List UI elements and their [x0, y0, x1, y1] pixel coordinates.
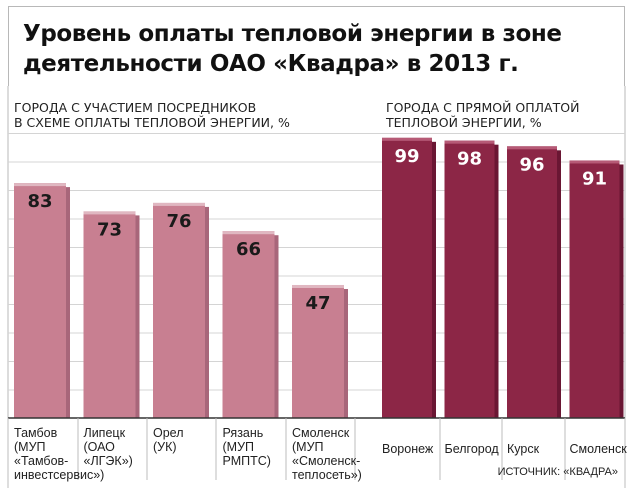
bar-0-4 [292, 284, 344, 418]
category-label-1-3: Смоленск [569, 442, 627, 456]
bar-side-0-2 [205, 206, 209, 418]
bar-top-0-2 [153, 202, 205, 206]
bar-1-3 [569, 160, 620, 418]
category-label-1-2: Курск [507, 442, 540, 456]
bar-value-label-1-1: 98 [457, 149, 482, 170]
bar-value-label-0-0: 83 [27, 191, 52, 212]
bar-side-1-3 [619, 164, 624, 418]
chart-title-line-1: Уровень оплаты тепловой энергии в зоне [23, 21, 562, 47]
title-box: Уровень оплаты тепловой энергии в зоне д… [8, 6, 625, 86]
group-label-intermediaries-line-1: ГОРОДА С УЧАСТИЕМ ПОСРЕДНИКОВ [14, 100, 257, 115]
category-label-0-0: Тамбов (МУП «Тамбов- инвестсервис») [14, 426, 105, 482]
bar-value-label-0-1: 73 [97, 219, 122, 240]
category-label-1-0: Воронеж [382, 442, 434, 456]
bar-top-0-3 [222, 231, 275, 235]
bar-0-3 [222, 231, 275, 418]
source-note: ИСТОЧНИК: «КВАДРА» [497, 466, 618, 478]
bar-top-0-0 [14, 183, 66, 187]
bar-side-1-0 [432, 141, 436, 418]
bar-top-0-1 [83, 211, 136, 215]
bar-value-label-1-2: 96 [519, 154, 544, 175]
bar-0-2 [153, 202, 205, 418]
category-label-0-1: Липецк (ОАО «ЛГЭК») [83, 426, 133, 468]
bar-value-label-0-2: 76 [166, 211, 191, 232]
chart-title-line-2: деятельности ОАО «Квадра» в 2013 г. [23, 51, 519, 77]
bar-1-0 [382, 137, 432, 418]
bar-side-0-0 [66, 187, 70, 418]
bar-1-2 [507, 146, 557, 418]
bar-top-0-4 [292, 284, 344, 288]
bar-top-1-0 [382, 137, 432, 141]
bar-top-1-3 [569, 160, 620, 164]
bar-1-1 [444, 140, 495, 418]
bar-value-label-1-3: 91 [582, 168, 607, 189]
category-label-0-2: Орел (УК) [153, 426, 184, 454]
bar-side-0-3 [274, 235, 279, 418]
category-label-1-1: Белгород [444, 442, 499, 456]
bar-value-label-1-0: 99 [394, 146, 419, 167]
group-label-direct-line-1: ГОРОДА С ПРЯМОЙ ОПЛАТОЙ [386, 100, 580, 115]
category-label-0-4: Смоленск (МУП «Смоленск- теплосеть») [292, 426, 362, 482]
bar-side-0-4 [344, 288, 348, 418]
bar-top-1-1 [444, 140, 495, 144]
bar-side-1-2 [557, 150, 561, 418]
bar-side-0-1 [135, 215, 140, 418]
category-label-0-3: Рязань (МУП РМПТС) [222, 426, 271, 468]
bar-value-label-0-3: 66 [236, 239, 261, 260]
bar-side-1-1 [494, 144, 499, 418]
group-label-direct-line-2: ТЕПЛОВОЙ ЭНЕРГИИ, % [386, 115, 542, 130]
bar-value-label-0-4: 47 [305, 293, 330, 314]
group-label-intermediaries: ГОРОДА С УЧАСТИЕМ ПОСРЕДНИКОВ В СХЕМЕ ОП… [14, 100, 290, 130]
bar-0-0 [14, 183, 66, 418]
group-label-intermediaries-line-2: В СХЕМЕ ОПЛАТЫ ТЕПЛОВОЙ ЭНЕРГИИ, % [14, 115, 290, 130]
group-label-direct: ГОРОДА С ПРЯМОЙ ОПЛАТОЙ ТЕПЛОВОЙ ЭНЕРГИИ… [386, 100, 579, 130]
bar-0-1 [83, 211, 136, 418]
bar-top-1-2 [507, 146, 557, 150]
